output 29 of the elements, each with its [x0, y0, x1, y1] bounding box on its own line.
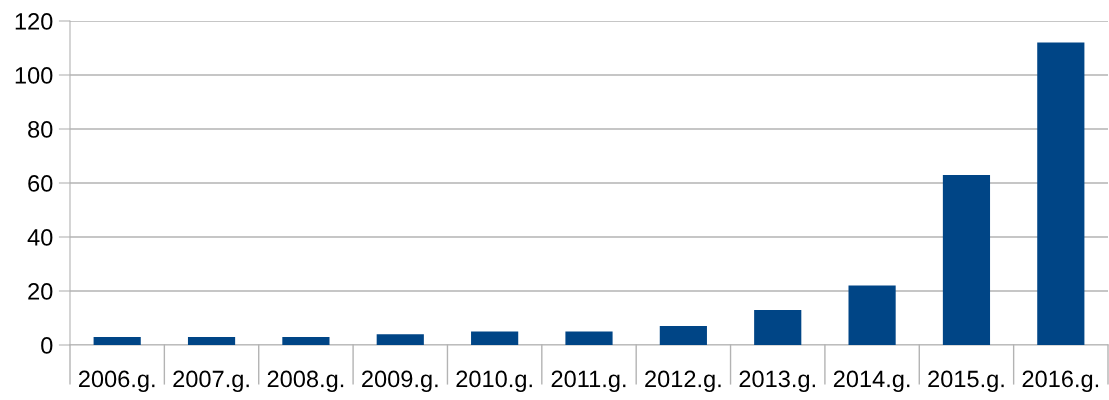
- bar: [282, 336, 330, 345]
- x-tick-label: 2016.g.: [1022, 370, 1099, 393]
- x-tick-label: 2010.g.: [456, 370, 532, 393]
- y-tick-label: 120: [15, 13, 53, 30]
- x-tick-label: 2011.g.: [551, 370, 626, 393]
- bar: [848, 285, 896, 345]
- bar: [942, 174, 991, 345]
- y-tick-label: 60: [28, 175, 53, 192]
- x-tick-label: 2006.g.: [78, 370, 155, 393]
- x-tick-label: 2009.g.: [362, 370, 438, 393]
- x-tick-label: 2007.g.: [173, 370, 249, 393]
- y-tick-label: 40: [27, 229, 53, 246]
- y-tick-label: 20: [28, 283, 53, 300]
- bar: [754, 309, 802, 345]
- x-tick-label: 2008.g.: [267, 370, 344, 393]
- y-tick-label: 0: [41, 337, 53, 354]
- bar: [565, 331, 613, 345]
- y-tick-label: 100: [15, 67, 53, 84]
- bar: [93, 336, 141, 345]
- bar: [376, 334, 424, 345]
- x-tick-label: 2014.g.: [833, 370, 910, 393]
- bar: [1037, 42, 1085, 345]
- bar: [471, 331, 519, 345]
- y-tick-label: 80: [28, 121, 53, 138]
- x-tick-label: 2012.g.: [645, 370, 721, 393]
- x-tick-label: 2013.g.: [739, 370, 815, 393]
- bar: [659, 326, 707, 345]
- bar: [187, 336, 236, 345]
- x-tick-label: 2015.g.: [928, 370, 1004, 393]
